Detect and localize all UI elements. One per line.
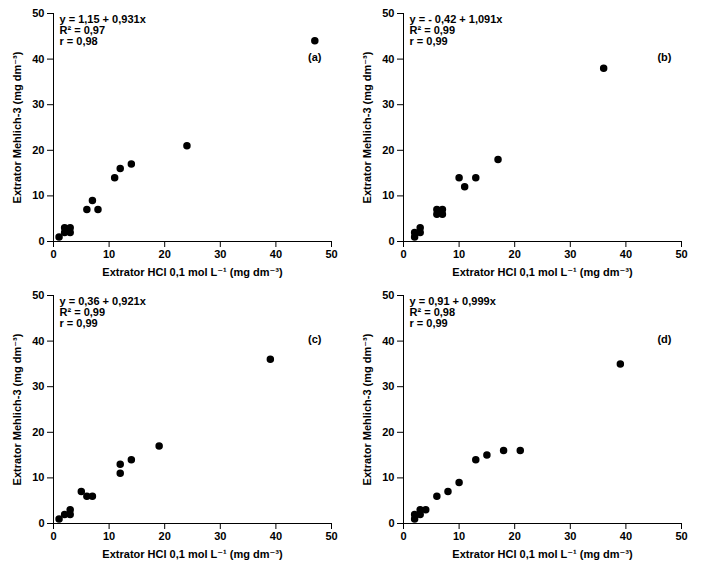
svg-text:30: 30	[564, 248, 576, 260]
svg-text:0: 0	[38, 235, 44, 247]
svg-text:Extrator HCl 0,1 mol L⁻¹ (mg d: Extrator HCl 0,1 mol L⁻¹ (mg dm⁻³)	[102, 266, 283, 278]
svg-text:10: 10	[382, 471, 394, 483]
svg-text:10: 10	[453, 530, 465, 542]
svg-text:30: 30	[32, 98, 44, 110]
svg-text:30: 30	[564, 530, 576, 542]
svg-text:Extrator Mehlich-3 (mg dm⁻³): Extrator Mehlich-3 (mg dm⁻³)	[361, 333, 373, 485]
svg-text:Extrator HCl 0,1 mol L⁻¹ (mg d: Extrator HCl 0,1 mol L⁻¹ (mg dm⁻³)	[452, 266, 633, 278]
svg-text:30: 30	[382, 380, 394, 392]
svg-text:50: 50	[382, 7, 394, 19]
svg-text:50: 50	[675, 530, 687, 542]
svg-text:0: 0	[50, 530, 56, 542]
svg-text:30: 30	[214, 530, 226, 542]
svg-text:0: 0	[38, 517, 44, 529]
svg-text:40: 40	[620, 248, 632, 260]
svg-text:20: 20	[382, 144, 394, 156]
svg-text:Extrator Mehlich-3 (mg dm⁻³): Extrator Mehlich-3 (mg dm⁻³)	[361, 51, 373, 203]
svg-text:30: 30	[382, 98, 394, 110]
svg-text:40: 40	[620, 530, 632, 542]
svg-text:10: 10	[103, 248, 115, 260]
svg-text:y = 0,91 + 0,999xR² = 0,98r =: y = 0,91 + 0,999xR² = 0,98r = 0,99	[410, 295, 497, 329]
svg-text:Extrator Mehlich-3 (mg dm⁻³): Extrator Mehlich-3 (mg dm⁻³)	[11, 51, 23, 203]
svg-text:Extrator Mehlich-3 (mg dm⁻³): Extrator Mehlich-3 (mg dm⁻³)	[11, 333, 23, 485]
svg-text:40: 40	[32, 53, 44, 65]
svg-text:20: 20	[159, 248, 171, 260]
svg-text:Extrator HCl 0,1 mol L⁻¹ (mg d: Extrator HCl 0,1 mol L⁻¹ (mg dm⁻³)	[102, 548, 283, 560]
svg-text:y = - 0,42 + 1,091xR² = 0,99r: y = - 0,42 + 1,091xR² = 0,99r = 0,99	[410, 13, 504, 47]
svg-text:0: 0	[400, 248, 406, 260]
svg-text:50: 50	[32, 289, 44, 301]
svg-text:y = 0,36 + 0,921xR² = 0,99r =: y = 0,36 + 0,921xR² = 0,99r = 0,99	[60, 295, 147, 329]
svg-text:20: 20	[382, 426, 394, 438]
svg-text:30: 30	[32, 380, 44, 392]
svg-text:20: 20	[32, 426, 44, 438]
svg-text:10: 10	[32, 189, 44, 201]
svg-text:10: 10	[32, 471, 44, 483]
svg-text:40: 40	[32, 335, 44, 347]
svg-text:50: 50	[325, 248, 337, 260]
svg-text:40: 40	[270, 530, 282, 542]
svg-text:0: 0	[400, 530, 406, 542]
svg-text:20: 20	[32, 144, 44, 156]
svg-text:40: 40	[270, 248, 282, 260]
svg-text:0: 0	[50, 248, 56, 260]
svg-text:(d): (d)	[657, 333, 671, 345]
svg-text:50: 50	[32, 7, 44, 19]
svg-text:40: 40	[382, 53, 394, 65]
svg-text:10: 10	[103, 530, 115, 542]
svg-text:20: 20	[509, 530, 521, 542]
svg-text:0: 0	[388, 517, 394, 529]
svg-text:(a): (a)	[308, 51, 322, 63]
svg-text:(b): (b)	[657, 51, 671, 63]
svg-text:20: 20	[159, 530, 171, 542]
svg-text:50: 50	[382, 289, 394, 301]
svg-text:40: 40	[382, 335, 394, 347]
svg-text:30: 30	[214, 248, 226, 260]
svg-text:50: 50	[325, 530, 337, 542]
svg-text:Extrator HCl 0,1 mol L⁻¹ (mg d: Extrator HCl 0,1 mol L⁻¹ (mg dm⁻³)	[452, 548, 633, 560]
svg-text:50: 50	[675, 248, 687, 260]
svg-text:10: 10	[453, 248, 465, 260]
svg-text:y = 1,15 + 0,931xR² = 0,97r =: y = 1,15 + 0,931xR² = 0,97r = 0,98	[60, 13, 147, 47]
svg-text:0: 0	[388, 235, 394, 247]
svg-text:(c): (c)	[308, 333, 322, 345]
svg-text:10: 10	[382, 189, 394, 201]
svg-text:20: 20	[509, 248, 521, 260]
